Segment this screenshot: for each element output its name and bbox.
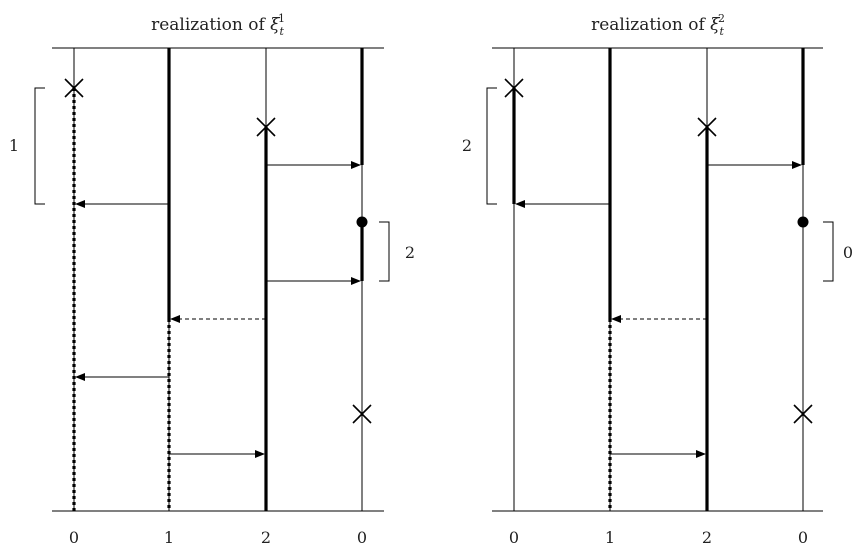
cross-mark [352,404,372,424]
bracket [379,221,390,282]
cross-mark [64,78,84,98]
x-tick-label: 1 [605,528,615,547]
x-tick-label: 0 [357,528,367,547]
bracket-label: 2 [405,243,415,262]
left-panel-title: realization of ξt1 [151,12,285,38]
cross-mark [504,78,524,98]
bracket [34,87,45,205]
x-tick-label: 2 [702,528,712,547]
x-tick-label: 1 [164,528,174,547]
x-tick-label: 0 [798,528,808,547]
x-tick-label: 0 [509,528,519,547]
bracket-label: 1 [9,136,19,155]
bracket-label: 2 [462,136,472,155]
cross-mark [793,404,813,424]
bracket-label: 0 [843,243,853,262]
right-panel: realization of ξt2 2 0 0 1 2 [462,12,853,547]
left-panel: realization of ξt1 [9,12,415,547]
cross-mark [697,117,717,137]
bracket [823,221,834,282]
x-tick-label: 0 [69,528,79,547]
x-tick-label: 2 [261,528,271,547]
bracket [486,87,497,205]
dot-mark [797,216,809,228]
right-panel-title: realization of ξt2 [591,12,725,38]
dot-mark [356,216,368,228]
cross-mark [256,117,276,137]
